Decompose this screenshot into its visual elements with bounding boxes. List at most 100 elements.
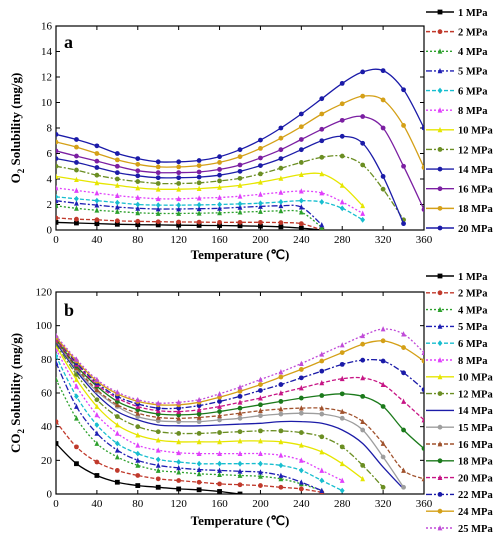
data-point [319,96,325,102]
data-point [196,406,202,413]
series-line [56,345,364,480]
data-point [74,403,79,409]
x-tick-label: 200 [252,234,269,246]
data-point [74,216,79,222]
data-point [278,390,284,396]
data-point [155,202,161,209]
data-point [278,399,284,404]
data-point [319,411,325,417]
y-axis-label-sub: 2 [16,429,26,434]
data-point [114,414,120,419]
data-point [176,186,182,192]
x-tick-label: 320 [375,234,392,246]
data-point [319,368,325,374]
data-point [176,438,182,445]
data-point [155,170,161,176]
data-point [258,407,263,414]
data-point [135,432,141,438]
data-point [339,80,345,86]
series-line [56,443,241,494]
x-tick-label: 80 [132,498,144,510]
data-point [176,181,182,186]
data-point [135,457,141,463]
data-point [380,381,386,387]
data-point [196,414,202,420]
data-point [155,175,161,181]
legend-marker [437,126,443,133]
data-point [298,405,304,411]
data-point [278,224,284,230]
plot-frame [55,25,425,231]
data-point [278,156,284,162]
legend-label: 4 MPa [458,305,488,316]
data-point [94,172,100,178]
data-point [114,430,120,436]
data-point [114,170,120,176]
legend-marker [437,48,443,54]
data-point [278,406,284,412]
x-tick-label: 0 [53,498,59,510]
data-point [360,216,366,223]
data-point [176,159,182,165]
data-point [237,405,243,411]
data-point [114,401,120,408]
data-point [278,207,284,214]
data-point [217,219,222,225]
data-point [278,382,284,387]
data-point [155,405,161,411]
data-point [278,462,284,469]
data-point [380,440,386,446]
data-point [176,478,182,483]
data-point [237,388,243,394]
legend-label: 2 MPa [458,27,488,38]
data-point [196,460,202,467]
data-point [360,357,366,363]
legend-marker [437,107,443,113]
legend-label: 1 MPa [458,272,488,283]
data-point [217,160,222,165]
series-line [56,154,405,221]
data-point [196,403,202,409]
data-point [258,137,263,143]
data-point [360,210,366,216]
data-point [217,438,222,445]
data-point [258,203,263,209]
legend-marker [437,87,443,94]
data-point [176,415,182,421]
data-point [74,176,79,183]
data-point [237,162,243,168]
data-point [298,160,304,165]
data-point [114,447,120,453]
data-point [114,204,120,210]
data-point [176,210,182,216]
data-point [94,143,100,149]
data-point [237,429,243,435]
data-point [258,223,263,229]
data-point [258,428,263,434]
data-point [319,138,325,144]
legend-label: 10 MPa [458,126,493,137]
data-point [176,431,182,436]
legend-marker [437,306,443,312]
data-point [258,200,263,207]
data-point [339,391,345,397]
legend-label: 20 MPa [458,224,493,235]
data-point [298,479,304,485]
data-point [56,419,59,425]
data-point [155,484,161,490]
data-point [298,111,304,117]
legend-label: 22 MPa [458,490,493,501]
legend-marker [437,373,443,380]
data-point [135,424,141,430]
data-point [237,193,243,199]
legend-marker [437,323,443,329]
data-point [237,168,243,174]
legend-marker [437,225,443,231]
data-point [401,331,406,337]
data-point [217,194,222,200]
data-point [94,411,100,418]
data-point [135,218,141,224]
data-point [421,417,424,423]
data-point [135,173,141,179]
